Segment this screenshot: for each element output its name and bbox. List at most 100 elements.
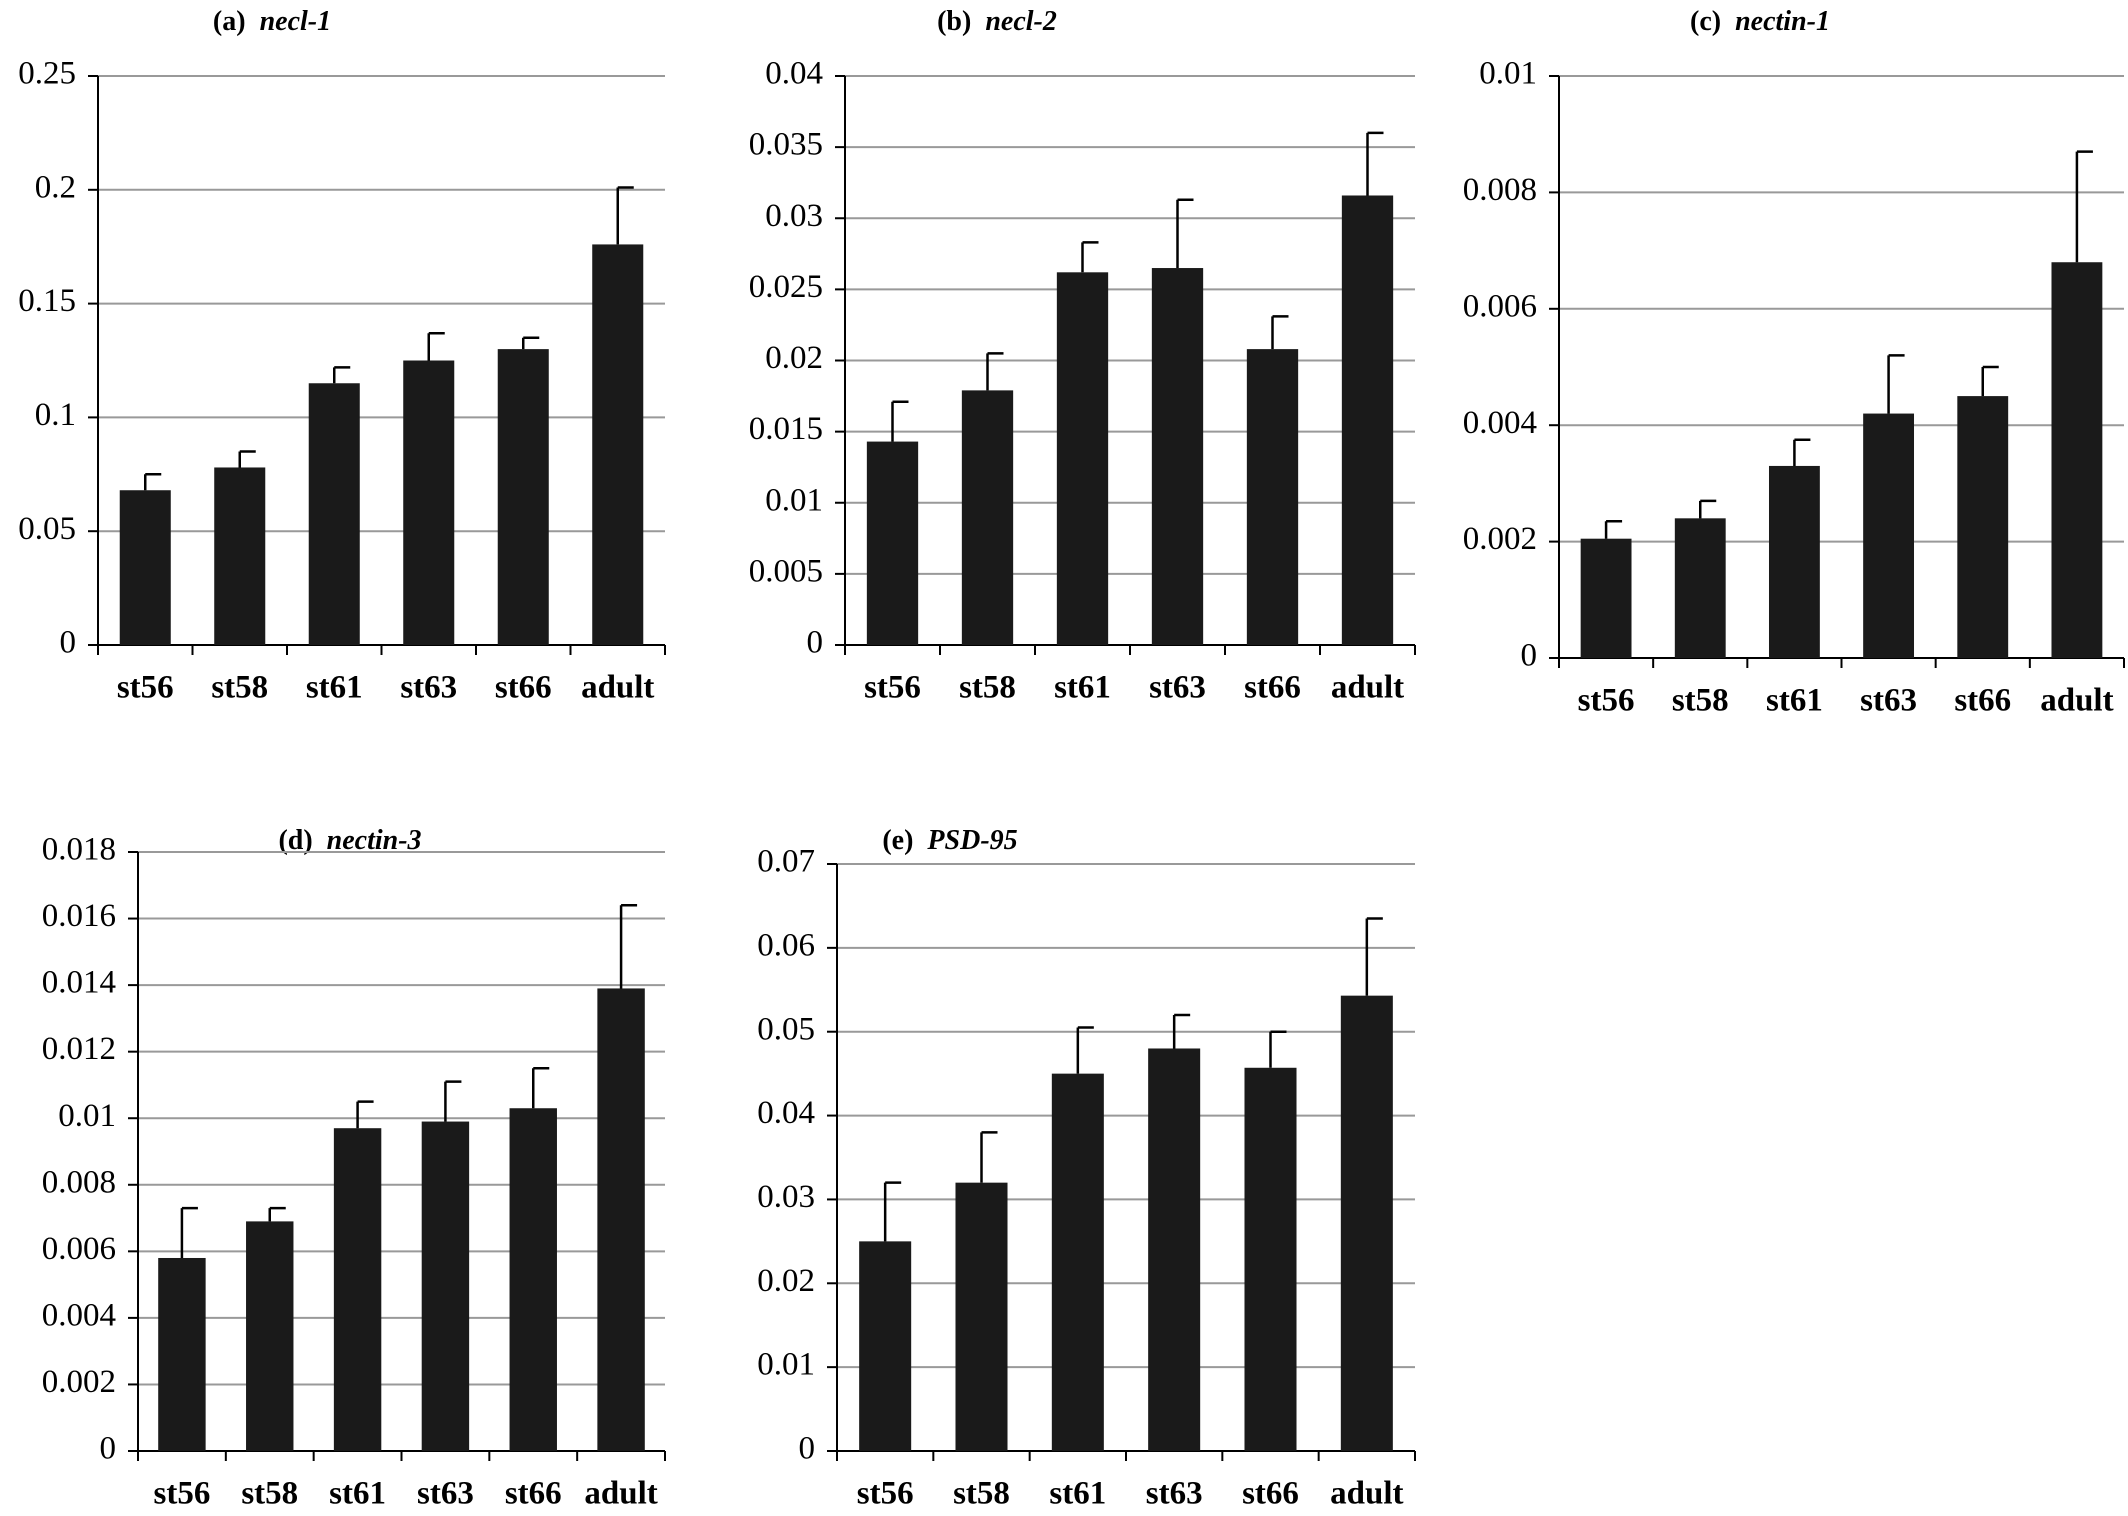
x-tick-label: st58 [953,1476,1010,1512]
error-bar [883,1181,902,1242]
gene-name: nectin-1 [1735,6,1830,37]
y-tick-label: 0.002 [1463,521,1537,557]
error-bar [1793,438,1811,466]
y-tick-label: 0.1 [35,397,76,433]
y-tick-label: 0.014 [42,965,116,1001]
y-tick-label: 0.25 [18,56,76,92]
y-tick-label: 0.03 [757,1179,815,1215]
error-bar [444,1080,462,1122]
y-tick-label: 0.004 [42,1297,116,1333]
error-bar [2075,150,2093,263]
x-tick-label: adult [1330,1476,1403,1512]
panel-label: (e) [882,825,913,856]
y-tick-label: 0 [807,625,824,661]
x-tick-label: st58 [1672,683,1729,719]
bar [961,390,1014,645]
bar [1957,396,2009,658]
error-bar [1981,365,1999,397]
error-bar [268,1206,286,1222]
y-tick-label: 0.01 [1479,56,1537,92]
error-bar [619,903,638,989]
x-tick-label: adult [1331,670,1404,706]
bar [955,1182,1008,1451]
error-bar [427,331,445,361]
error-bar [1081,241,1099,273]
x-tick-label: st58 [241,1476,298,1512]
x-tick-label: st66 [1242,1476,1299,1512]
bar [333,1128,382,1451]
chart-title: (a) necl-1 [213,6,331,37]
bar [158,1257,206,1451]
panel-label: (b) [937,6,971,37]
y-tick-label: 0.04 [765,56,823,92]
bar [119,490,171,645]
y-tick-label: 0 [799,1431,816,1467]
chart-panel: (a) necl-1 0 0.05 0.1 0.15 0.2 0.25 st56 st58 st61… [18,6,666,706]
error-bar [1176,198,1194,269]
y-tick-label: 0.006 [1463,288,1537,324]
gene-name: necl-1 [260,6,332,37]
error-bar [616,186,634,245]
bar [214,467,266,645]
panel-label: (c) [1690,6,1721,37]
error-bar [333,366,351,384]
x-tick-label: st58 [959,670,1016,706]
bar [1340,995,1393,1451]
x-tick-label: st61 [306,670,363,706]
error-bar [1365,917,1383,996]
y-tick-label: 0.04 [757,1095,815,1131]
bar [1674,518,1726,658]
x-tick-label: st63 [1860,683,1917,719]
x-tick-label: st63 [417,1476,474,1512]
bar [403,360,455,645]
x-tick-label: st61 [329,1476,386,1512]
y-tick-label: 0.005 [749,553,823,589]
bar [592,244,644,645]
bar [597,988,645,1451]
bar [421,1121,470,1451]
chart-panel: (e) PSD-95 0 0.01 0.02 0.03 0.04 0.05 0.06 0.07 st… [757,825,1416,1512]
y-tick-label: 0.01 [757,1347,815,1383]
bar [1244,1067,1297,1451]
y-tick-label: 0.01 [58,1098,116,1134]
y-tick-label: 0.016 [42,898,116,934]
gene-name: necl-2 [985,6,1057,37]
chart-title: (e) PSD-95 [882,825,1017,856]
x-tick-label: st66 [1244,670,1301,706]
error-bar [986,352,1004,391]
x-tick-label: adult [581,670,654,706]
x-tick-label: st58 [211,670,268,706]
bar [1148,1048,1201,1451]
error-bar [1699,499,1717,519]
chart-title: (c) nectin-1 [1690,6,1830,37]
x-tick-label: st61 [1054,670,1111,706]
x-tick-label: st61 [1049,1476,1106,1512]
error-bar [1604,519,1623,539]
error-bar [980,1131,998,1183]
error-bar [1366,131,1384,196]
bar [1341,195,1394,646]
x-tick-label: st56 [117,670,174,706]
y-tick-label: 0.05 [757,1011,815,1047]
y-tick-label: 0.006 [42,1231,116,1267]
error-bar [1076,1026,1094,1074]
bar [1056,272,1109,645]
bar [859,1241,912,1451]
bar [866,441,919,645]
error-bar [238,450,256,468]
y-tick-label: 0.05 [18,511,76,547]
error-bar [1172,1013,1191,1049]
error-bar [1271,315,1289,350]
y-tick-label: 0.2 [35,169,76,205]
error-bar [532,1067,550,1109]
y-tick-label: 0.015 [749,411,823,447]
x-tick-label: st66 [505,1476,562,1512]
x-tick-label: st56 [153,1476,210,1512]
x-tick-label: st66 [495,670,552,706]
x-tick-label: st56 [1578,683,1635,719]
error-bar [1887,354,1905,414]
bar [1246,349,1299,645]
gene-name: PSD-95 [926,825,1017,856]
y-tick-label: 0.035 [749,127,823,163]
